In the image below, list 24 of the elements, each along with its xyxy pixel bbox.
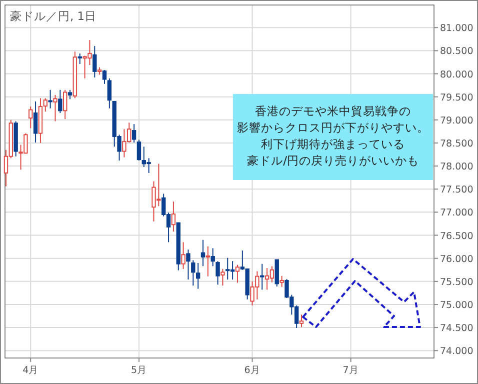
- x-tick-label: 5月: [130, 365, 147, 376]
- x-tick-label: 4月: [22, 365, 39, 376]
- y-tick-label: 76.000: [440, 254, 474, 265]
- y-tick-label: 74.000: [440, 346, 474, 358]
- y-tick-label: 79.000: [440, 115, 474, 126]
- x-tick-label: 6月: [244, 365, 260, 376]
- y-tick-label: 81.000: [440, 23, 474, 34]
- y-tick-label: 79.500: [440, 92, 474, 104]
- y-tick-label: 75.500: [440, 276, 474, 288]
- annotation: 影響からクロス円が下がりやすい。: [237, 120, 429, 134]
- y-tick-label: 80.500: [440, 46, 474, 58]
- annotation: 豪ドル/円の戻り売りがいいかも: [247, 154, 419, 168]
- y-tick-label: 76.500: [440, 230, 474, 242]
- annotation: 香港のデモや米中貿易戦争の: [255, 104, 411, 118]
- chart-title: 豪ドル／円, 1日: [10, 9, 97, 23]
- y-tick-label: 77.000: [440, 208, 474, 219]
- y-tick-label: 78.000: [440, 162, 474, 173]
- annotation: 利下げ期待が強まっている: [261, 137, 405, 151]
- y-tick-label: 77.500: [440, 184, 474, 196]
- y-tick-label: 78.500: [440, 138, 474, 150]
- x-tick-label: 7月: [342, 365, 359, 376]
- y-tick-label: 75.000: [440, 300, 474, 311]
- y-tick-label: 80.000: [440, 69, 474, 80]
- y-tick-label: 74.500: [440, 323, 474, 334]
